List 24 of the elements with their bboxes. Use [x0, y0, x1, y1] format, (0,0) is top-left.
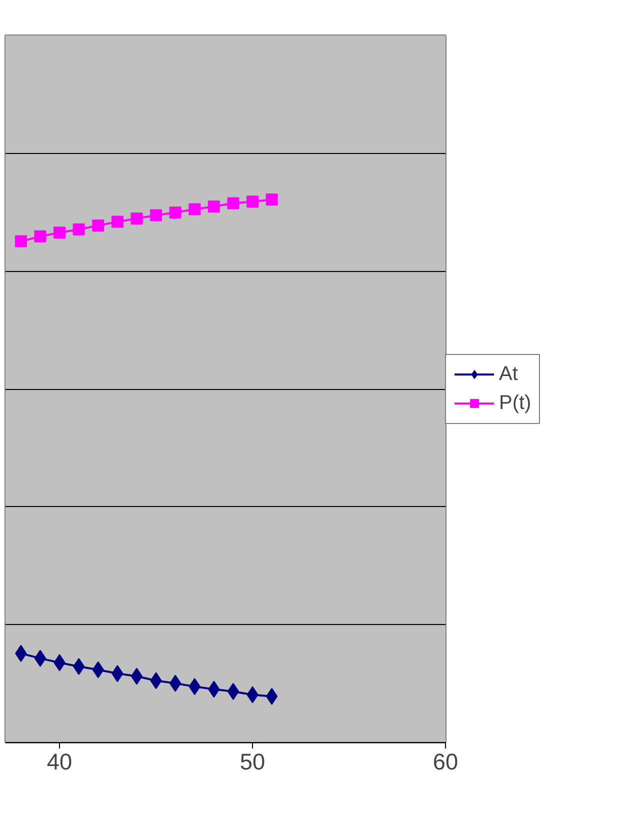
legend-label: At: [499, 362, 519, 386]
point: [130, 668, 143, 685]
point: [227, 682, 240, 700]
point: [130, 212, 143, 224]
point: [34, 230, 46, 242]
point: [72, 223, 85, 236]
point: [111, 216, 124, 228]
point: [14, 235, 27, 248]
point: [34, 650, 46, 667]
x-tick-label: 40: [46, 748, 72, 774]
point: [150, 209, 162, 222]
point: [266, 193, 278, 206]
point: [169, 206, 182, 219]
x-tick-label: 60: [432, 748, 458, 774]
x-tick-label: 50: [240, 748, 266, 774]
point: [227, 197, 240, 210]
point: [246, 196, 259, 208]
point: [92, 220, 104, 232]
point: [169, 674, 182, 692]
point: [208, 200, 220, 213]
point: [54, 226, 66, 239]
point: [266, 688, 278, 705]
legend-label: P(t): [499, 392, 532, 414]
point: [188, 203, 201, 216]
